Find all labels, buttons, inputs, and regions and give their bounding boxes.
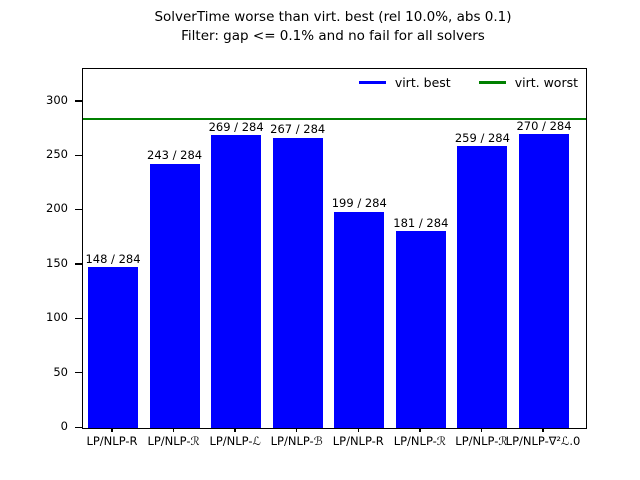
bar-value-label: 269 / 284 [208,119,264,134]
y-axis-tick [75,372,82,374]
bar [149,163,200,428]
x-axis-tick [480,428,483,432]
x-axis-tick-label: LP/NLP-R [332,434,384,448]
x-axis-tick-label: LP/NLP-∇²ℒ.0 [505,434,581,448]
x-axis-tick [172,428,175,432]
y-axis-tick-label: 300 [46,92,68,107]
legend: virt. best virt. worst [358,75,578,90]
legend-label-virt-worst: virt. worst [514,75,578,90]
y-axis-tick [75,208,82,211]
chart-title-line2: Filter: gap <= 0.1% and no fail for all … [181,27,485,44]
bar [211,135,262,428]
bar-value-label: 259 / 284 [454,130,510,145]
x-axis-tick-label: LP/NLP-R [86,434,138,448]
bar-value-label: 148 / 284 [85,251,141,266]
virt-best-line-swatch [358,81,386,84]
bar [334,211,385,428]
legend-label-virt-best: virt. best [394,75,451,90]
x-axis-tick-label: LP/NLP-ℛ [147,434,200,448]
chart-title-line1: SolverTime worse than virt. best (rel 10… [154,9,512,25]
x-axis-tick-label: LP/NLP-ℒ [209,434,261,448]
x-axis-tick [111,428,113,432]
bar-value-label: 270 / 284 [516,118,572,133]
y-axis-tick [75,426,82,428]
x-axis-tick [296,428,298,432]
x-axis-tick [419,428,421,432]
y-axis-tick-label: 100 [46,310,68,325]
y-axis-tick-label: 50 [53,364,68,379]
bar [457,146,508,428]
y-axis-tick [75,100,82,102]
x-axis-tick-label: LP/NLP-ℛ [393,434,446,448]
bar-value-label: 243 / 284 [147,148,203,163]
chart-title: SolverTime worse than virt. best (rel 10… [83,8,583,45]
bar-value-label: 267 / 284 [270,122,326,137]
bar-value-label: 181 / 284 [393,215,449,230]
plot-area: 148 / 284 243 / 284 269 / 284 267 / 284 199 … [82,68,587,429]
bar [272,137,323,428]
y-axis-tick [75,317,82,320]
x-axis-tick [542,428,544,432]
x-axis-tick-label: LP/NLP-ℛ [455,434,508,448]
virt-worst-line [83,118,586,121]
y-axis-tick-label: 150 [46,255,68,270]
y-axis-tick-label: 200 [46,201,68,216]
y-axis-tick [75,263,82,265]
bar [395,231,446,428]
y-axis-tick-label: 0 [60,419,68,433]
bar [88,267,138,428]
x-axis-tick [357,428,359,432]
x-axis-tick [234,428,236,432]
legend-item-virt-best: virt. best [358,75,451,90]
virt-worst-line-swatch [478,81,506,84]
bar [518,134,569,428]
y-axis-tick-label: 250 [46,147,68,162]
legend-item-virt-worst: virt. worst [478,75,578,90]
bar-value-label: 199 / 284 [331,196,387,211]
x-axis-tick-label: LP/NLP-ℬ [270,434,323,448]
y-axis-tick [75,154,82,156]
